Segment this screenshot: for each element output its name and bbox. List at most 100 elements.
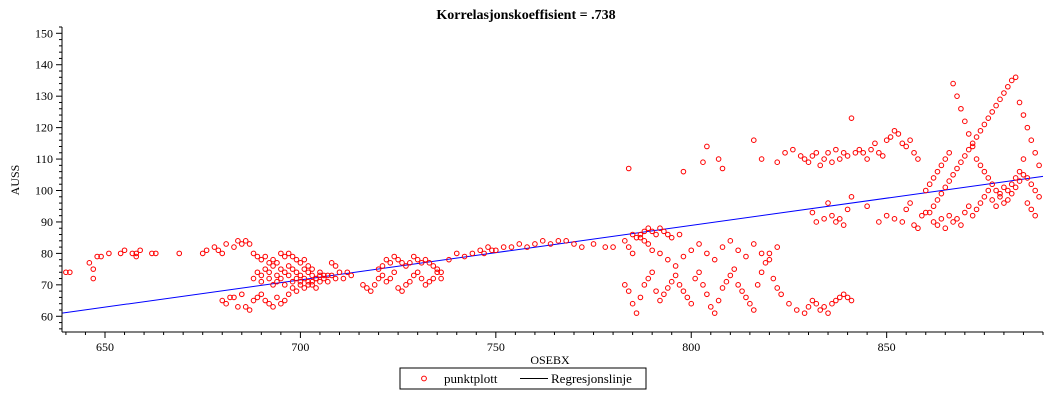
scatter-point <box>117 250 124 257</box>
scatter-point <box>954 216 960 222</box>
scatter-point <box>805 304 812 310</box>
scatter-point <box>219 297 226 304</box>
scatter-point <box>637 234 644 241</box>
scatter-point <box>809 153 816 159</box>
scatter-point <box>1024 124 1031 131</box>
scatter-point <box>899 219 906 225</box>
scatter-point <box>895 131 902 137</box>
scatter-point <box>426 260 433 266</box>
scatter-point <box>907 200 913 206</box>
scatter-point <box>1032 187 1038 194</box>
scatter-point <box>281 253 288 260</box>
scatter-point <box>704 143 710 150</box>
scatter-point <box>637 231 644 238</box>
scatter-point <box>758 250 765 257</box>
scatter-point <box>301 256 308 263</box>
scatter-point <box>848 115 855 121</box>
scatter-point <box>840 222 847 228</box>
scatter-point <box>477 247 483 254</box>
scatter-point <box>645 275 652 282</box>
scatter-point <box>919 212 925 219</box>
scatter-point <box>950 219 956 225</box>
scatter-point <box>133 253 140 260</box>
scatter-point <box>672 272 679 279</box>
scatter-point <box>1016 178 1023 184</box>
scatter-point <box>1032 149 1038 156</box>
scatter-point <box>664 231 671 238</box>
legend-label-punktplott: punktplott <box>444 371 498 386</box>
scatter-point <box>938 216 945 222</box>
scatter-point <box>946 149 952 156</box>
scatter-point <box>258 278 265 285</box>
scatter-point <box>266 260 272 266</box>
scatter-point <box>825 310 831 316</box>
scatter-point <box>821 216 827 222</box>
scatter-point <box>833 146 839 153</box>
scatter-point <box>801 156 808 162</box>
scatter-point <box>555 238 562 244</box>
axes <box>61 27 1043 333</box>
plot-marks <box>61 74 1044 316</box>
scatter-point <box>297 282 304 288</box>
scatter-point <box>938 162 945 169</box>
scatter-point <box>258 256 265 263</box>
scatter-point <box>121 247 128 254</box>
scatter-point <box>977 200 984 206</box>
scatter-point <box>965 146 972 153</box>
scatter-point <box>637 294 644 301</box>
scatter-point <box>836 216 843 222</box>
scatter-point <box>1001 90 1007 96</box>
scatter-point <box>825 200 831 206</box>
scatter-point <box>997 96 1003 103</box>
scatter-point <box>641 238 648 244</box>
scatter-point <box>1024 200 1031 206</box>
y-axis-label: AUSS <box>8 165 22 196</box>
scatter-point <box>633 234 640 241</box>
scatter-point <box>696 269 702 276</box>
scatter-point <box>664 285 671 291</box>
scatter-point <box>813 219 820 225</box>
scatter-point <box>328 272 335 279</box>
scatter-point <box>993 102 999 109</box>
scatter-point <box>930 175 937 181</box>
scatter-point <box>770 275 777 282</box>
scatter-point <box>844 153 851 159</box>
scatter-point <box>989 197 995 203</box>
scatter-point <box>301 266 308 272</box>
scatter-point <box>371 282 378 288</box>
scatter-point <box>891 216 898 222</box>
scatter-point <box>934 222 941 228</box>
scatter-point <box>817 162 824 169</box>
scatter-point <box>727 238 734 244</box>
x-ticks: 650 700 750 800 850 <box>65 332 1044 354</box>
scatter-point <box>876 149 882 156</box>
scatter-point <box>305 269 312 276</box>
scatter-point <box>801 310 808 316</box>
scatter-point <box>750 241 757 247</box>
scatter-point <box>735 282 741 288</box>
scatter-point <box>942 225 949 232</box>
scatter-point <box>250 297 257 304</box>
scatter-point <box>610 244 616 250</box>
scatter-point <box>215 247 222 254</box>
scatter-point <box>922 187 929 194</box>
scatter-point <box>950 171 956 178</box>
scatter-point <box>250 250 257 257</box>
scatter-point <box>645 241 652 247</box>
scatter-point <box>727 272 734 279</box>
scatter-point <box>680 253 687 260</box>
scatter-point <box>266 275 272 282</box>
scatter-point <box>821 304 827 310</box>
scatter-point <box>829 212 835 219</box>
scatter-point <box>313 275 319 282</box>
scatter-point <box>973 156 980 162</box>
scatter-point <box>364 285 370 291</box>
scatter-point <box>1036 162 1042 169</box>
scatter-point <box>137 247 143 254</box>
scatter-point <box>891 127 898 134</box>
scatter-point <box>422 282 429 288</box>
scatter-point <box>516 241 523 247</box>
scatter-point <box>278 266 284 272</box>
x-tick-label: 850 <box>878 340 896 354</box>
scatter-point <box>856 146 863 153</box>
